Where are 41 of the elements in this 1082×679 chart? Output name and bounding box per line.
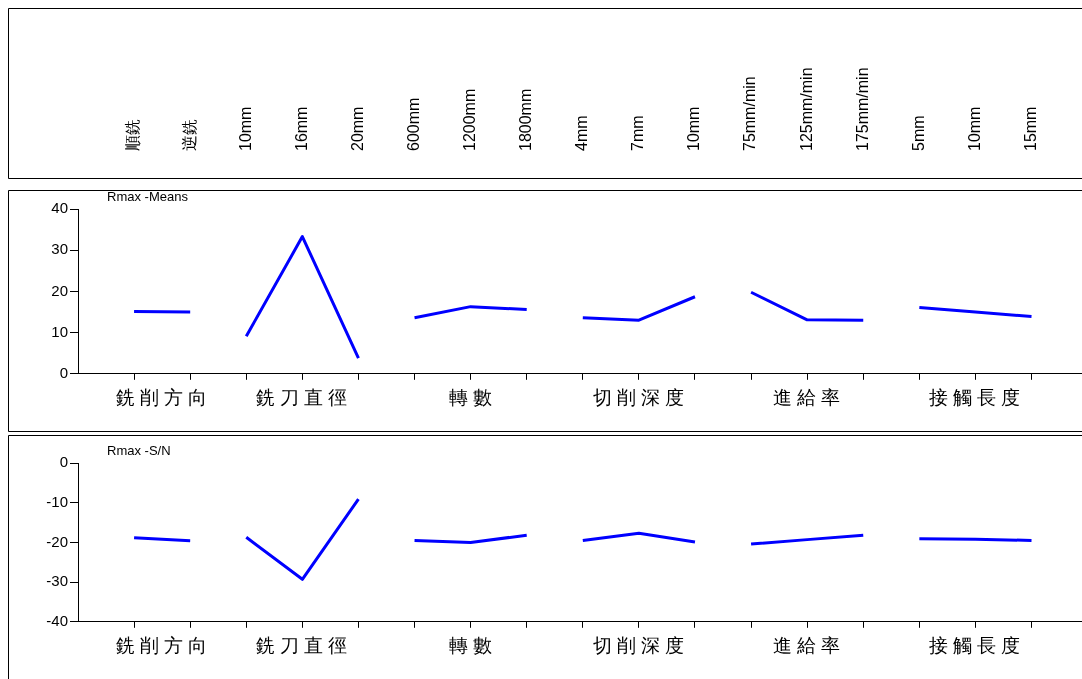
x-tick-label: 125mm/min [797, 67, 815, 151]
x-tick-label: 1800mm [517, 88, 535, 151]
x-tick-label: 逆銑 [180, 119, 198, 151]
y-tick-label: -40 [46, 611, 68, 629]
y-tick-label: 0 [59, 363, 68, 381]
chart-title: Rmax -S/N [107, 442, 171, 458]
y-tick-label: -10 [46, 492, 68, 510]
x-tick-label: 75mm/min [741, 76, 759, 151]
y-tick-label: 10 [51, 322, 68, 340]
text: 轉數 [448, 635, 497, 657]
x-tick-label: 4mm [573, 115, 591, 151]
y-tick-label: 40 [51, 199, 68, 217]
y-tick-label: -20 [46, 532, 68, 550]
text: 切削深度 [592, 635, 689, 657]
text: 進給率 [773, 387, 846, 409]
text: 銑刀直徑 [256, 387, 353, 409]
text: 切削深度 [592, 387, 689, 409]
x-tick-label: 順銑 [124, 119, 142, 151]
y-tick-label: 0 [59, 453, 68, 471]
text: 接觸長度 [929, 387, 1026, 409]
x-tick-label: 175mm/min [853, 67, 871, 151]
x-tick-label: 20mm [348, 106, 366, 151]
text: 進給率 [773, 635, 846, 657]
chart-title: Rmax -Means [107, 188, 189, 204]
x-tick-label: 5mm [909, 115, 927, 151]
text: 銑刀直徑 [256, 635, 353, 657]
x-tick-label: 1200mm [461, 88, 479, 151]
text: 接觸長度 [929, 635, 1026, 657]
y-tick-label: 30 [51, 240, 68, 258]
y-tick-label: 20 [51, 281, 68, 299]
x-tick-label: 10mm [965, 106, 983, 151]
text: 銑削方向 [116, 635, 213, 657]
y-tick-label: -30 [46, 572, 68, 590]
x-tick-label: 10mm [685, 106, 703, 151]
x-tick-label: 600mm [404, 97, 422, 151]
x-tick-label: 10mm [236, 106, 254, 151]
text: 轉數 [448, 387, 497, 409]
x-tick-label: 7mm [629, 115, 647, 151]
x-tick-label: 15mm [1021, 106, 1039, 151]
text: 銑削方向 [116, 387, 213, 409]
x-tick-label: 16mm [292, 106, 310, 151]
